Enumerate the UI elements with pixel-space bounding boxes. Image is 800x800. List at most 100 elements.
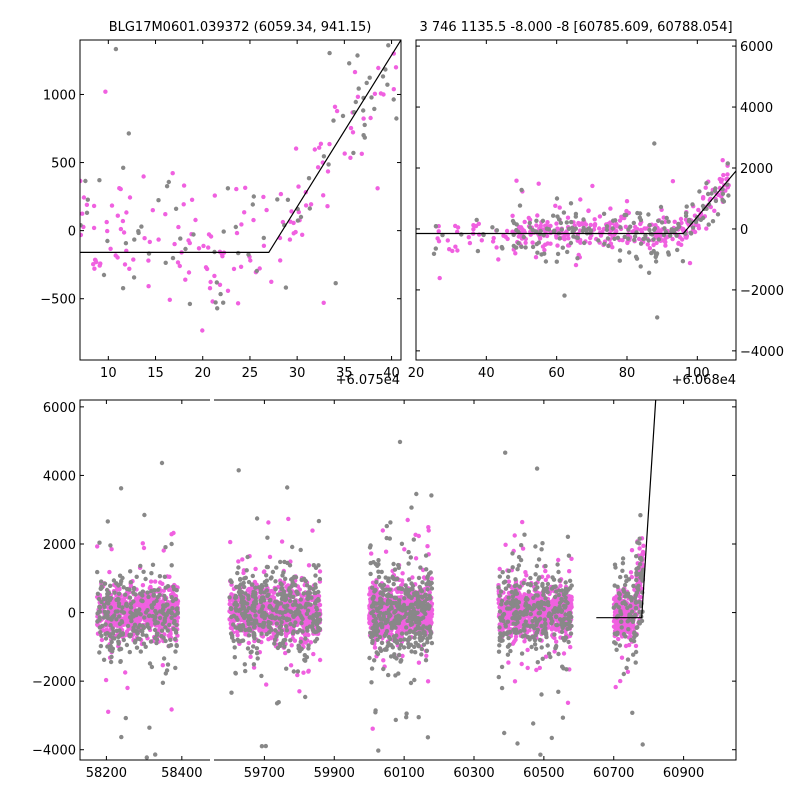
zoom-right-point (559, 227, 564, 232)
zoom-right-point (587, 240, 592, 246)
light-curve-point (426, 525, 431, 530)
zoom-right-point (670, 179, 676, 184)
zoom-right-point (704, 181, 709, 186)
zoom-left-ytick-label: 0 (68, 225, 76, 240)
zoom-left-point (164, 184, 170, 189)
light-curve-point (262, 569, 267, 574)
zoom-left-point (127, 195, 133, 200)
zoom-right-point (696, 226, 702, 231)
zoom-right-point (471, 227, 476, 232)
zoom-right-point (709, 191, 714, 196)
zoom-right-point (653, 259, 659, 264)
zoom-left-point (189, 197, 195, 202)
zoom-right-point (652, 141, 657, 146)
zoom-right-point (551, 229, 556, 234)
zoom-right-point (555, 251, 561, 257)
zoom-right-point (535, 213, 540, 218)
light-curve-point (370, 726, 375, 731)
zoom-right-point (530, 228, 535, 233)
zoom-right-point (533, 229, 539, 234)
zoom-right-title: 3 746 1135.5 -8.000 -8 [60785.609, 60788… (419, 20, 732, 35)
light-curve-point (400, 653, 405, 659)
light-curve-point (292, 599, 298, 604)
zoom-right-point (597, 214, 603, 219)
zoom-left-point (172, 241, 177, 247)
zoom-left-point (303, 203, 309, 208)
zoom-right-point (684, 204, 689, 209)
zoom-right-point (504, 228, 510, 234)
zoom-right-point (581, 225, 586, 231)
zoom-right-point (713, 198, 719, 204)
zoom-left-point (166, 179, 171, 185)
light-curve-point (138, 563, 143, 569)
light-curve-point (637, 546, 642, 551)
zoom-right-point (519, 187, 524, 193)
zoom-right-point (554, 259, 559, 264)
zoom-right-ytick-label: 4000 (740, 101, 773, 116)
light-curve-point (265, 535, 270, 540)
zoom-left-model-line (80, 40, 401, 253)
light-curve-point (279, 539, 285, 544)
light-curve-point (140, 541, 145, 546)
zoom-left-point (206, 245, 211, 250)
light-curve-point (520, 519, 525, 525)
zoom-left-point (212, 273, 217, 279)
light-curve-point (511, 639, 517, 644)
zoom-left-point (218, 291, 223, 297)
zoom-right-point (725, 161, 730, 166)
light-curve-point (546, 625, 551, 630)
light-curve-point (425, 587, 430, 592)
zoom-left-point (217, 282, 223, 287)
light-curve-point (497, 566, 502, 572)
zoom-right-xtick-label: 80 (619, 366, 636, 381)
zoom-right-point (433, 224, 439, 229)
zoom-right-point (435, 236, 440, 241)
zoom-right-point (530, 244, 536, 250)
zoom-right-point (527, 220, 532, 226)
zoom-right-ytick-label: 0 (740, 223, 748, 238)
zoom-left-point (212, 193, 217, 198)
light-curve-point (556, 557, 561, 563)
zoom-right-point (476, 221, 481, 226)
light-curve-point (543, 596, 548, 601)
light-curve-point (637, 536, 642, 541)
zoom-left-point (104, 219, 109, 225)
zoom-right-point (721, 172, 726, 178)
zoom-right-point (602, 241, 607, 246)
zoom-right-point (632, 234, 638, 239)
zoom-left-point (291, 220, 296, 226)
light-curve-point (625, 669, 631, 674)
light-curve-point (414, 491, 419, 497)
zoom-right-point (612, 236, 617, 241)
light-curve-point (519, 661, 524, 667)
light-curve-point (303, 694, 308, 700)
zoom-right-point (651, 248, 656, 254)
light-curve-point (118, 486, 124, 491)
light-curve-point (624, 665, 629, 671)
zoom-left-point (391, 97, 396, 102)
zoom-right-point (510, 213, 515, 218)
zoom-right-point (688, 230, 693, 235)
light-curve-point (240, 557, 245, 562)
light-curve-point (545, 574, 551, 579)
light-curve-point (165, 662, 171, 667)
zoom-left-ytick-label: 500 (51, 157, 76, 172)
zoom-right-point (538, 228, 543, 234)
light-curve-point (534, 466, 540, 471)
light-curve-point (552, 649, 557, 654)
zoom-right-point (592, 222, 598, 227)
zoom-left-point (254, 268, 259, 274)
light-curve-point (286, 516, 291, 522)
zoom-right-point (560, 245, 565, 250)
light-curve-point (292, 638, 298, 643)
zoom-right-point (706, 222, 711, 227)
light-curve-point (416, 660, 422, 665)
light-curve-point (503, 586, 509, 591)
zoom-right-point (651, 237, 656, 242)
light-curve-point (424, 653, 429, 658)
zoom-right-point (656, 237, 661, 242)
zoom-right-point (676, 221, 681, 227)
light-curve-point (511, 621, 516, 626)
light-curve-point (565, 700, 571, 705)
zoom-right-point (654, 240, 659, 246)
